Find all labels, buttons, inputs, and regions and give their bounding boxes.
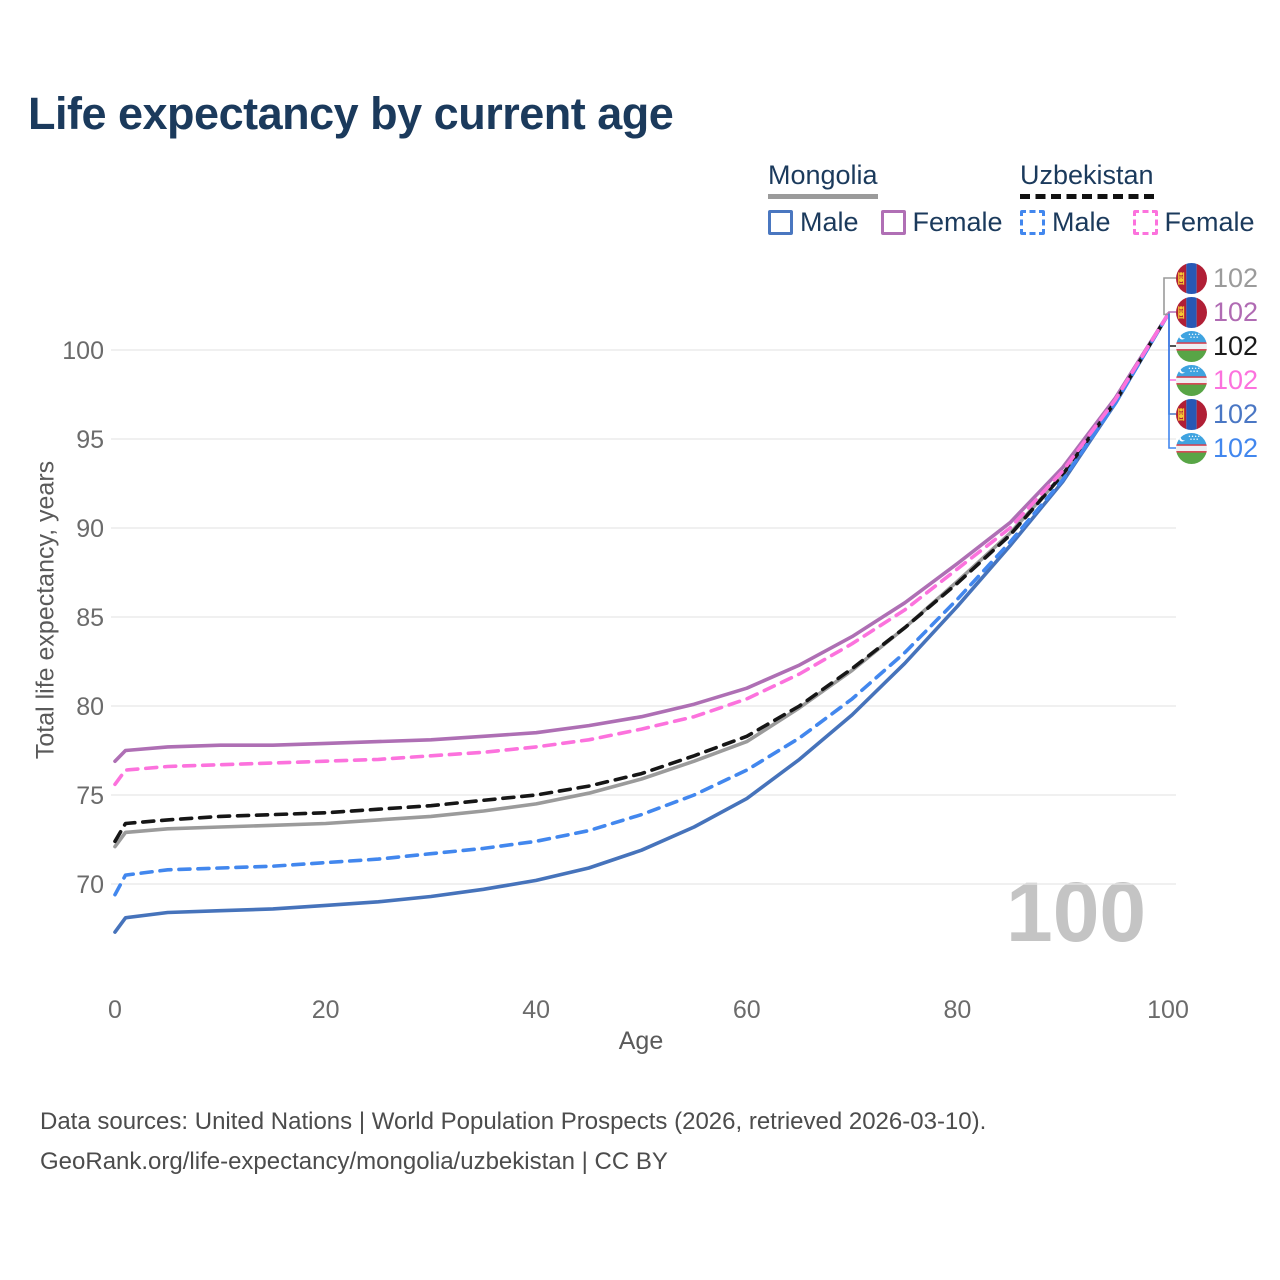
x-tick-100: 100 [1147, 996, 1189, 1024]
x-tick-80: 80 [943, 996, 971, 1024]
legend-label: Female [1164, 207, 1255, 237]
y-tick-80: 80 [76, 693, 104, 721]
legend-swatch-mongolia-female[interactable] [880, 210, 906, 235]
end-label-mongolia-both-sexes: 102 [1176, 261, 1258, 295]
mongolia-flag-icon [1176, 398, 1207, 430]
y-tick-75: 75 [76, 782, 104, 810]
legend-group-uzbekistan: Uzbekistan Male Female [1020, 160, 1255, 238]
legend-swatch-mongolia-male[interactable] [768, 210, 793, 235]
end-label-uzbekistan-both-sexes: 102 [1176, 329, 1258, 363]
legend-item-uzbekistan-female[interactable]: Female [1132, 207, 1255, 238]
mongolia-flag-icon [1176, 296, 1207, 328]
x-tick-20: 20 [312, 996, 340, 1024]
line-chart-canvas: 70 75 80 85 90 95 100 0 20 40 60 80 100 [62, 277, 1189, 1024]
end-label-uzbekistan-female: 102 [1176, 363, 1258, 397]
end-label-value: 102 [1213, 399, 1259, 429]
legend-item-mongolia-female[interactable]: Female [880, 207, 1003, 238]
data-sources-text: Data sources: United Nations | World Pop… [40, 1108, 987, 1135]
uzbekistan-flag-icon [1176, 364, 1207, 396]
x-tick-60: 60 [733, 996, 761, 1024]
uzbekistan-flag-icon [1176, 432, 1207, 464]
mongolia-flag-icon [1176, 262, 1207, 294]
legend-group-mongolia: Mongolia Male Female [768, 160, 1003, 238]
x-axis-title: Age [618, 1027, 664, 1055]
x-tick-40: 40 [522, 996, 550, 1024]
series-line-uzbekistan-female[interactable] [113, 312, 1170, 787]
end-label-value: 102 [1213, 297, 1259, 327]
legend-item-uzbekistan-male[interactable]: Male [1020, 207, 1111, 238]
attribution-text: GeoRank.org/life-expectancy/mongolia/uzb… [40, 1148, 668, 1175]
legend-country-mongolia: Mongolia [768, 160, 878, 199]
end-label-leader [1168, 313, 1176, 449]
y-axis-title: Total life expectancy, years [31, 460, 60, 760]
series-line-mongolia-female[interactable] [113, 312, 1170, 764]
y-tick-85: 85 [76, 604, 104, 632]
y-tick-95: 95 [76, 426, 104, 454]
legend-country-uzbekistan: Uzbekistan [1020, 160, 1154, 199]
legend-swatch-uzbekistan-male[interactable] [1020, 210, 1045, 235]
y-tick-90: 90 [76, 515, 104, 543]
legend-label: Male [1052, 207, 1111, 237]
series-line-mongolia-both-sexes[interactable] [113, 312, 1170, 849]
uzbekistan-flag-icon [1176, 330, 1207, 362]
y-tick-70: 70 [76, 871, 104, 899]
end-label-value: 102 [1213, 365, 1259, 395]
x-tick-0: 0 [108, 996, 122, 1024]
end-label-mongolia-male: 102 [1176, 397, 1258, 431]
legend-label: Male [800, 207, 859, 237]
legend-item-mongolia-male[interactable]: Male [768, 207, 859, 238]
y-tick-100: 100 [62, 337, 104, 365]
legend-label: Female [912, 207, 1003, 237]
series-line-mongolia-male[interactable] [113, 312, 1170, 934]
series-line-uzbekistan-both-sexes[interactable] [113, 312, 1170, 844]
end-label-uzbekistan-male: 102 [1176, 431, 1258, 465]
series-line-uzbekistan-male[interactable] [113, 312, 1170, 897]
end-label-value: 102 [1213, 263, 1259, 293]
end-label-value: 102 [1213, 331, 1259, 361]
legend-swatch-uzbekistan-female[interactable] [1132, 210, 1158, 235]
end-label-value: 102 [1213, 433, 1259, 463]
end-label-leader [1163, 277, 1176, 316]
end-label-mongolia-female: 102 [1176, 295, 1258, 329]
page-title: Life expectancy by current age [28, 88, 674, 139]
